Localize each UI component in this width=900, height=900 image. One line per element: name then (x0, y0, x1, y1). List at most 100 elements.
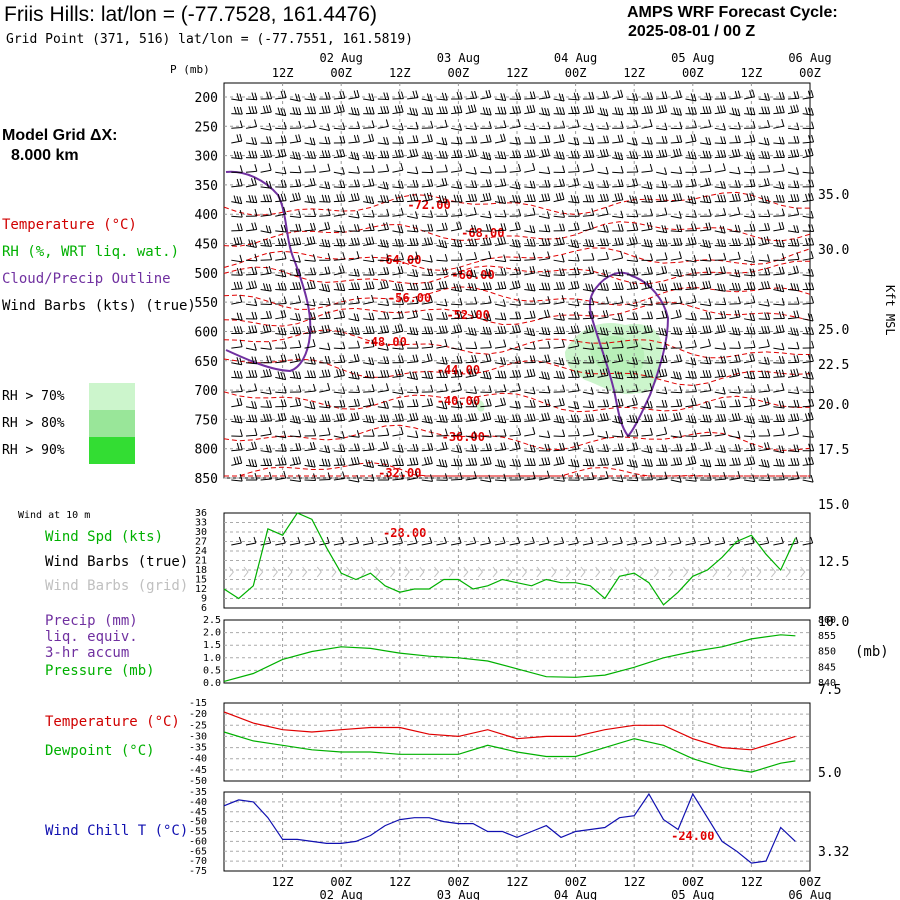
wind-barb-flag (722, 123, 726, 131)
wind-barb-flag (705, 442, 709, 450)
wind-barb-staff (275, 155, 286, 159)
wind-barb-staff (494, 479, 506, 482)
wind-barb-flag (386, 298, 390, 306)
wind-barb-staff (582, 450, 594, 453)
wind-barb-flag (620, 210, 624, 218)
wind-barb-flag (471, 413, 475, 421)
wind-barb-staff (700, 464, 711, 468)
wind-barb-staff (714, 433, 726, 437)
bottom-time-tick: 00Z (682, 875, 704, 889)
wind-barb-flag (297, 416, 301, 424)
isotherm-label: -56.00 (388, 291, 431, 305)
wind-barb-flag (233, 326, 237, 334)
wind-barb-staff (377, 362, 389, 365)
wind-barb-staff (729, 213, 740, 217)
wind-barb-staff (436, 259, 448, 262)
wind-barb-staff (626, 318, 638, 321)
wind-barb-flag (336, 369, 340, 377)
wind-barb-flag (512, 150, 516, 158)
wind-barb-staff (524, 406, 536, 408)
wind-barb-flag (544, 238, 548, 246)
wind-barb-flag (576, 137, 580, 145)
wind-barb-staff (245, 184, 257, 188)
wind-barb-staff (436, 98, 448, 101)
wind-barb-staff (451, 303, 463, 306)
wind-barb-flag (661, 105, 665, 113)
wind-barb-flag (767, 383, 771, 392)
grid-point-info: Grid Point (371, 516) lat/lon = (-77.755… (6, 32, 413, 47)
wind-barb-flag (342, 225, 346, 233)
wind-barb-staff (729, 374, 740, 378)
wind-barb-staff (304, 303, 316, 307)
surface-barb-grid (434, 566, 440, 578)
wind-barb-flag (356, 313, 360, 322)
wind-barb-flag (634, 397, 638, 405)
wind-barb-staff (802, 141, 814, 144)
wind-barb-flag (664, 426, 668, 435)
wind-barb-flag (254, 137, 258, 145)
wind-barb-flag (664, 413, 668, 421)
wind-barb-staff (333, 111, 345, 115)
wind-barb-flag (283, 470, 287, 479)
wind-barb-flag (717, 150, 721, 158)
wind-barb-staff (421, 288, 433, 290)
wind-barb-flag (356, 134, 360, 143)
wind-barb-staff (744, 376, 755, 380)
wind-barb-staff (744, 113, 755, 116)
wind-barb-flag (515, 92, 519, 100)
wind-barb-flag (635, 473, 639, 481)
wind-barb-staff (773, 464, 785, 467)
top-date-label: 06 Aug (788, 51, 831, 65)
wind-barb-flag (807, 107, 811, 115)
wind-barb-staff (480, 274, 492, 277)
wind-barb-flag (781, 118, 785, 127)
wind-barb-flag (717, 458, 721, 466)
wind-barb-flag (717, 238, 721, 247)
wind-barb-flag (708, 428, 712, 436)
wind-barb-staff (275, 274, 286, 278)
wind-barb-flag (811, 134, 815, 143)
wind-tick-label: 9 (201, 594, 207, 605)
surface-barb-grid (521, 566, 527, 578)
wind-barb-flag (603, 355, 606, 363)
wind-barb-staff (451, 434, 462, 437)
wind-barb-staff (407, 113, 418, 117)
wind-barb-flag (233, 457, 237, 465)
surface-barb-grid (741, 566, 747, 578)
wind-barb-flag (606, 238, 610, 246)
pressure-label: Pressure (mb) (45, 663, 155, 679)
kft-tick-label: 10.0 (818, 615, 849, 630)
wind-barb-staff (231, 449, 243, 452)
wind-barb-flag (606, 135, 610, 143)
wind-barb-flag (737, 412, 741, 421)
wind-barb-staff (450, 170, 462, 173)
wind-barb-staff (670, 405, 682, 408)
wind-barb-staff (582, 406, 594, 409)
wind-barb-flag (644, 106, 647, 114)
wind-barb-flag (515, 267, 519, 275)
wind-barb-flag (482, 413, 486, 421)
wind-barb-flag (811, 166, 815, 174)
wind-barb-flag (526, 283, 530, 291)
wind-barb-flag (306, 459, 310, 467)
wind-barb-staff (714, 391, 726, 395)
isotherm-line (223, 424, 811, 452)
wind-barb-staff (377, 389, 389, 393)
wind-barb-flag (397, 266, 401, 274)
wind-barb-flag (400, 342, 404, 350)
rh90-swatch (89, 437, 135, 464)
wind-barb-staff (260, 433, 272, 437)
wind-barb-flag (664, 328, 668, 336)
wind-barb-flag (702, 325, 706, 334)
wind-barb-flag (752, 443, 756, 451)
wind-barb-flag (409, 282, 413, 290)
wind-barb-staff (494, 126, 506, 129)
wind-barb-flag (283, 385, 287, 394)
wind-barb-staff (802, 463, 814, 466)
wind-barb-staff (656, 332, 667, 337)
bottom-time-tick: 12Z (389, 875, 411, 889)
wind-barb-staff (685, 479, 697, 482)
wind-barb-flag (544, 327, 548, 335)
wind-barb-flag (459, 181, 463, 189)
wind-barb-flag (468, 149, 472, 158)
